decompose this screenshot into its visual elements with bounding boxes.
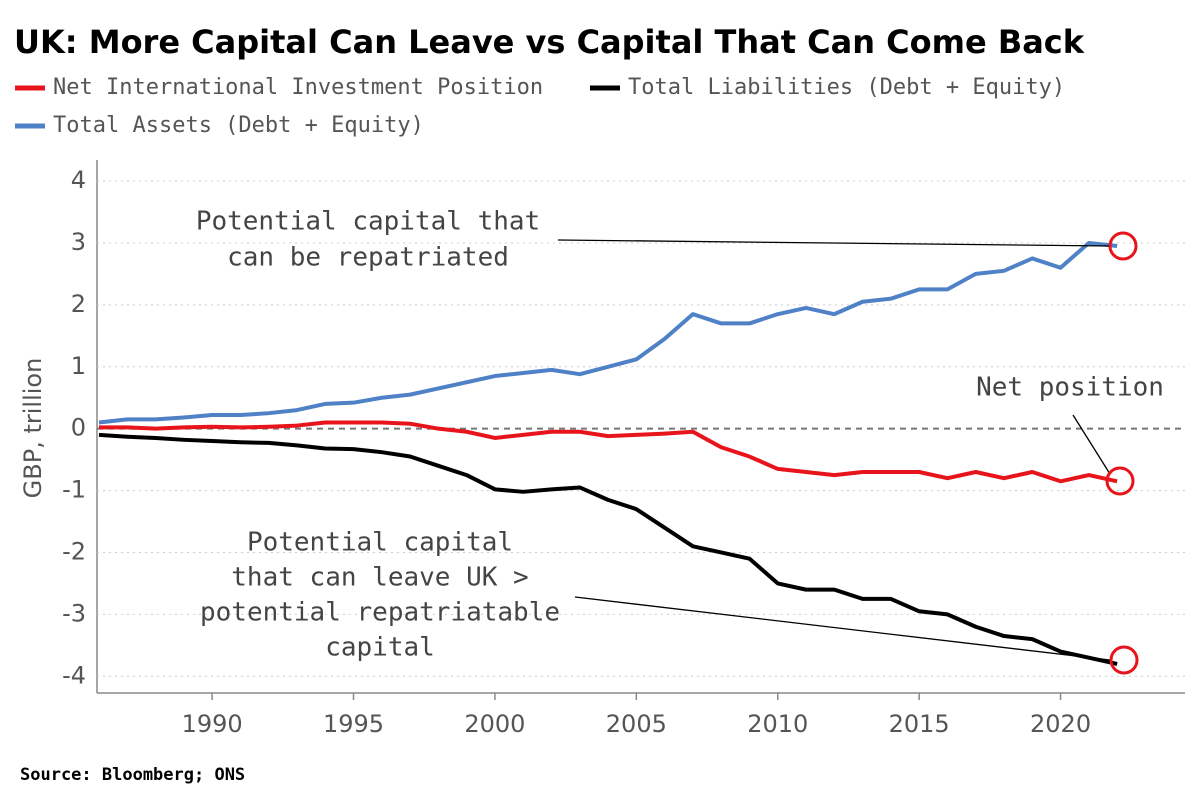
highlight-circles bbox=[1105, 231, 1139, 675]
annotation-text: capital bbox=[325, 633, 435, 663]
annotation-text: that can leave UK > bbox=[231, 563, 528, 593]
highlight-circle bbox=[1108, 231, 1138, 261]
y-tick-label: -1 bbox=[62, 476, 86, 504]
chart-title: UK: More Capital Can Leave vs Capital Th… bbox=[14, 23, 1085, 61]
x-tick-label: 2005 bbox=[606, 710, 667, 738]
y-tick-label: -4 bbox=[62, 661, 86, 689]
x-tick-label: 2015 bbox=[889, 710, 950, 738]
legend: Net International Investment Position Tot… bbox=[15, 75, 1065, 138]
data-line bbox=[98, 240, 1118, 425]
highlight-circle bbox=[1105, 466, 1135, 496]
legend-label: Total Assets (Debt + Equity) bbox=[53, 113, 424, 138]
annotation-text: can be repatriated bbox=[227, 243, 509, 273]
x-tick-label: 1995 bbox=[323, 710, 384, 738]
x-tick-label: 1990 bbox=[182, 710, 243, 738]
y-tick-label: 3 bbox=[71, 228, 86, 256]
y-tick-label: 4 bbox=[71, 166, 86, 194]
annotation-text: Potential capital bbox=[247, 528, 513, 558]
y-axis-label: GBP, trillion bbox=[19, 358, 47, 499]
x-tick-label: 2000 bbox=[464, 710, 525, 738]
y-tick-label: 2 bbox=[71, 290, 86, 318]
annotation-text: Net position bbox=[976, 373, 1164, 403]
y-tick-label: 0 bbox=[71, 414, 86, 442]
annotation-arrow bbox=[1072, 414, 1111, 475]
x-tick-label: 2020 bbox=[1030, 710, 1091, 738]
source-note: Source: Bloomberg; ONS bbox=[20, 765, 245, 785]
y-tick-label: 1 bbox=[71, 352, 86, 380]
annotation-arrow bbox=[574, 596, 1111, 661]
annotation-arrows bbox=[557, 239, 1111, 661]
annotation-text: Potential capital that bbox=[196, 207, 540, 237]
annotation-text: potential repatriatable bbox=[200, 598, 560, 628]
x-tick-label: 2010 bbox=[747, 710, 808, 738]
plot-area: -4 -3 -2 -1 0 1 2 3 4 1990 1995 2000 2005 2010 2015 202… bbox=[62, 166, 1185, 738]
data-line bbox=[98, 432, 1118, 666]
data-line bbox=[98, 420, 1118, 484]
highlight-circle bbox=[1109, 645, 1139, 675]
y-tick-label: -2 bbox=[62, 537, 86, 565]
y-tick-label: -3 bbox=[62, 599, 86, 627]
legend-label: Net International Investment Position bbox=[53, 75, 543, 100]
annotation-arrow bbox=[557, 239, 1111, 247]
legend-label: Total Liabilities (Debt + Equity) bbox=[628, 75, 1065, 100]
